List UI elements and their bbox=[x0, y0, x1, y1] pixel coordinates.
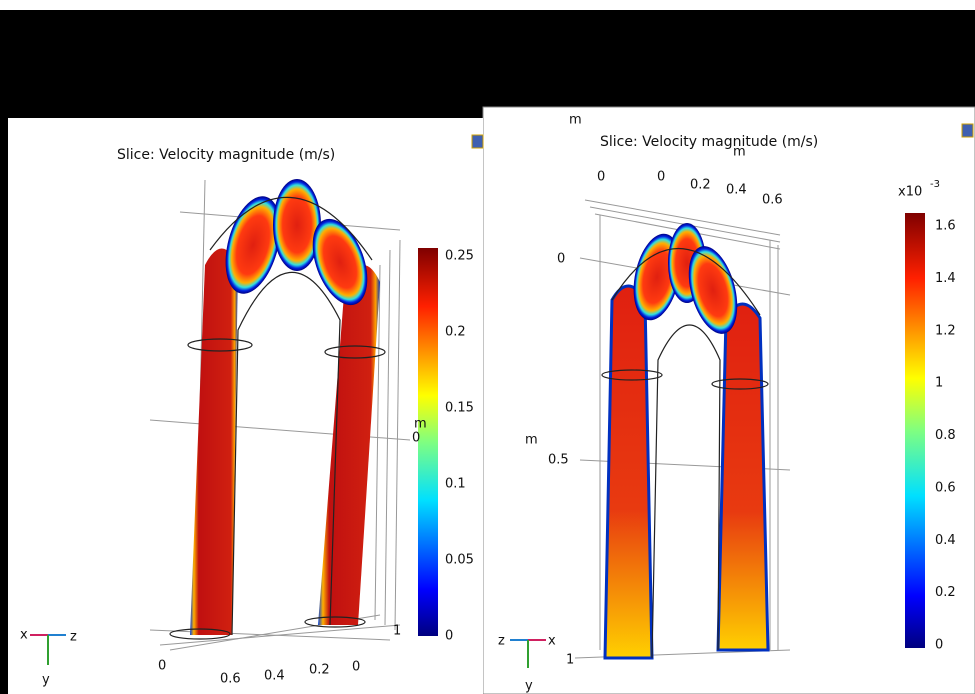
axis-label: m bbox=[414, 417, 427, 432]
axis-label: 0 bbox=[557, 252, 565, 267]
triads bbox=[30, 634, 546, 668]
left-outline bbox=[169, 196, 386, 640]
colorbar-tick: 0.2 bbox=[935, 585, 956, 600]
triad-label: z bbox=[70, 630, 77, 645]
axis-label: 0.2 bbox=[309, 663, 330, 678]
toolbar-icon[interactable] bbox=[471, 134, 484, 149]
colorbar-tick: 0 bbox=[935, 638, 943, 653]
right-pillar bbox=[716, 302, 770, 652]
slice bbox=[273, 179, 321, 271]
axis-label: 0 bbox=[158, 659, 166, 674]
colorbar bbox=[905, 213, 925, 648]
left-pillar bbox=[190, 248, 238, 635]
axis-label: 0.4 bbox=[726, 183, 747, 198]
plot-title: Slice: Velocity magnitude (m/s) bbox=[117, 147, 335, 163]
colorbar-tick: 0.25 bbox=[445, 249, 474, 264]
slice bbox=[312, 218, 368, 306]
colorbar bbox=[418, 248, 438, 636]
axis-label: 0.6 bbox=[762, 193, 783, 208]
triad-label: y bbox=[525, 679, 533, 694]
axis-label: 0 bbox=[412, 431, 420, 446]
colorbar-multiplier: x10 bbox=[898, 185, 922, 200]
colorbar-tick: 0.1 bbox=[445, 477, 466, 492]
axis-label: 0.2 bbox=[690, 178, 711, 193]
colorbar-tick: 1.4 bbox=[935, 271, 956, 286]
black-band bbox=[0, 10, 975, 118]
colorbar-tick: 0.8 bbox=[935, 428, 956, 443]
colorbar-tick: 1 bbox=[935, 376, 943, 391]
axis-label: 1 bbox=[393, 624, 401, 639]
left-panel bbox=[8, 118, 483, 694]
axis-label: m bbox=[569, 113, 582, 128]
black-edge bbox=[0, 10, 8, 694]
triad-label: x bbox=[548, 634, 556, 649]
right-outline bbox=[601, 248, 769, 659]
axis-label: 0 bbox=[597, 170, 605, 185]
plot-title: Slice: Velocity magnitude (m/s) bbox=[600, 134, 818, 150]
colorbar-tick: 0.4 bbox=[935, 533, 956, 548]
colorbar-exponent: -3 bbox=[930, 179, 940, 190]
colorbar-tick: 1.6 bbox=[935, 219, 956, 234]
axis-label: 0 bbox=[657, 170, 665, 185]
colorbar-tick: 0.6 bbox=[935, 480, 956, 495]
slice bbox=[225, 196, 281, 294]
colorbar-tick: 0.2 bbox=[445, 325, 466, 340]
colorbar-tick: 0 bbox=[445, 629, 453, 644]
left-pillar bbox=[603, 284, 654, 660]
slice bbox=[688, 246, 738, 334]
axis-label: m bbox=[733, 145, 746, 160]
triad-label: x bbox=[20, 628, 28, 643]
axis-label: 1 bbox=[566, 653, 574, 668]
axis-label: 0.4 bbox=[264, 669, 285, 684]
triad-label: z bbox=[498, 634, 505, 649]
triad-label: y bbox=[42, 673, 50, 688]
axis-label: 0.5 bbox=[548, 453, 569, 468]
colorbar-tick: 0.15 bbox=[445, 401, 474, 416]
toolbar-icon[interactable] bbox=[961, 123, 974, 138]
axis-label: 0.6 bbox=[220, 672, 241, 687]
colorbar-tick: 1.2 bbox=[935, 323, 956, 338]
axis-label: m bbox=[525, 433, 538, 448]
axis-label: 0 bbox=[352, 660, 360, 675]
colorbar-tick: 0.05 bbox=[445, 553, 474, 568]
